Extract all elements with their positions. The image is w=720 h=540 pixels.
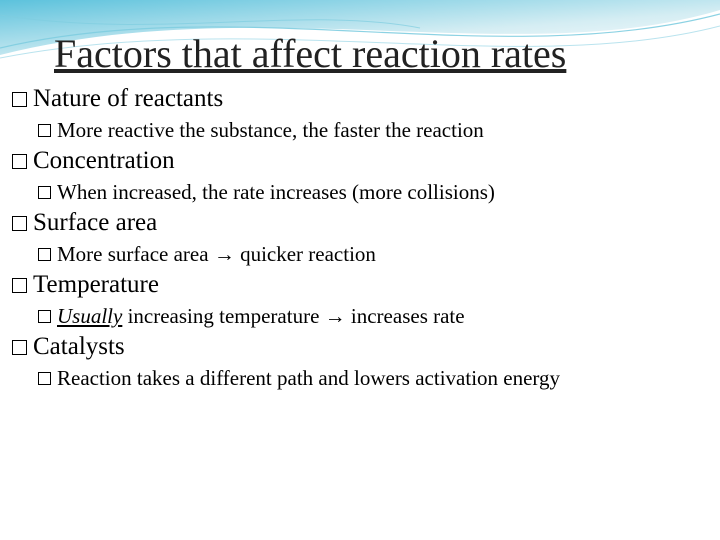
square-bullet-icon bbox=[12, 154, 27, 169]
arrow-icon: → bbox=[214, 242, 235, 266]
detail-suffix: quicker reaction bbox=[235, 242, 376, 266]
factor-concentration-detail: When increased, the rate increases (more… bbox=[6, 178, 714, 206]
factor-temperature-detail: Usually increasing temperature → increas… bbox=[6, 302, 714, 330]
square-bullet-icon bbox=[12, 92, 27, 107]
slide-title: Factors that affect reaction rates bbox=[6, 0, 714, 76]
arrow-icon: → bbox=[325, 304, 346, 328]
bullet-list: Nature of reactants More reactive the su… bbox=[6, 76, 714, 392]
square-bullet-icon bbox=[12, 340, 27, 355]
factor-nature: Nature of reactants bbox=[6, 82, 714, 116]
square-bullet-icon bbox=[12, 216, 27, 231]
detail-text: More reactive the substance, the faster … bbox=[57, 118, 484, 142]
factor-label: Surface area bbox=[33, 209, 157, 236]
factor-label: Catalysts bbox=[33, 333, 125, 360]
factor-nature-detail: More reactive the substance, the faster … bbox=[6, 116, 714, 144]
factor-catalysts-detail: Reaction takes a different path and lowe… bbox=[6, 364, 714, 392]
square-bullet-icon bbox=[38, 310, 51, 323]
factor-label: Temperature bbox=[33, 271, 159, 298]
factor-surface-area: Surface area bbox=[6, 206, 714, 240]
factor-surface-area-detail: More surface area → quicker reaction bbox=[6, 240, 714, 268]
square-bullet-icon bbox=[38, 124, 51, 137]
detail-suffix: increases rate bbox=[346, 304, 465, 328]
square-bullet-icon bbox=[12, 278, 27, 293]
detail-mid: increasing temperature bbox=[122, 304, 324, 328]
detail-text: Reaction takes a different path and lowe… bbox=[57, 366, 560, 390]
detail-usually: Usually bbox=[57, 304, 122, 328]
factor-label: Nature of reactants bbox=[33, 85, 223, 112]
factor-label: Concentration bbox=[33, 147, 175, 174]
square-bullet-icon bbox=[38, 372, 51, 385]
square-bullet-icon bbox=[38, 186, 51, 199]
detail-prefix: More surface area bbox=[57, 242, 214, 266]
factor-temperature: Temperature bbox=[6, 268, 714, 302]
square-bullet-icon bbox=[38, 248, 51, 261]
detail-text: When increased, the rate increases (more… bbox=[57, 180, 495, 204]
factor-catalysts: Catalysts bbox=[6, 330, 714, 364]
factor-concentration: Concentration bbox=[6, 144, 714, 178]
